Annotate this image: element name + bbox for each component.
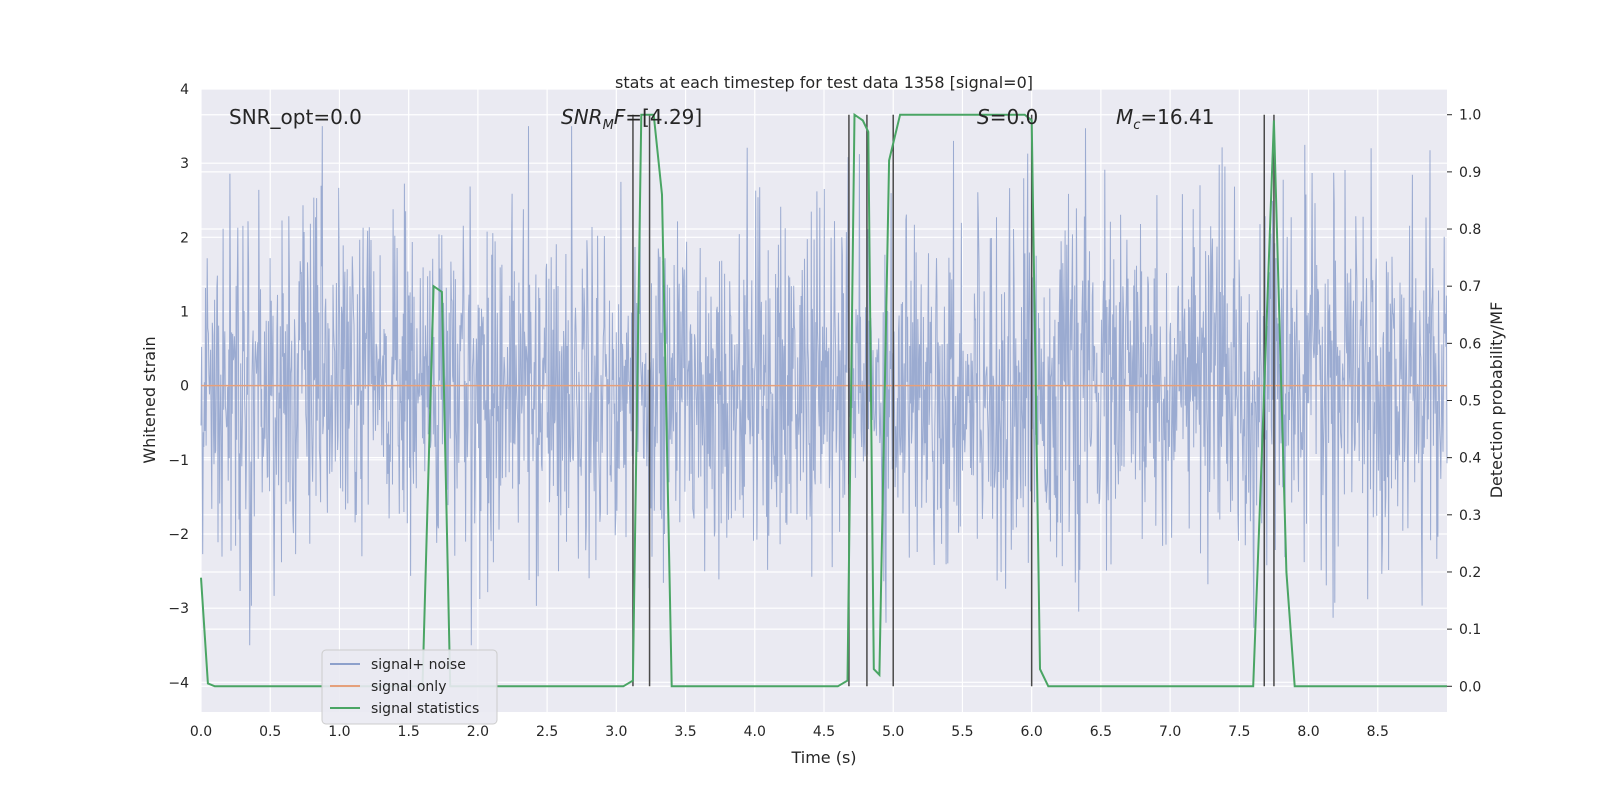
y-tick-label: −1 — [168, 453, 189, 469]
vertical-markers — [632, 114, 1275, 687]
annotation-s-value: =0.0 — [990, 105, 1039, 129]
x-tick-label: 8.0 — [1297, 724, 1319, 740]
x-tick-label: 1.0 — [328, 724, 350, 740]
y2-tick-label: 0.1 — [1459, 622, 1481, 638]
x-tick-label: 6.0 — [1021, 724, 1043, 740]
y2-tick-label: 0.3 — [1459, 508, 1481, 524]
annotation-mc-symbol: M — [1116, 105, 1133, 129]
signal-noise-line — [200, 126, 1448, 646]
annotation-snr-mf-symbol-2: F — [614, 105, 626, 129]
x-tick-label: 8.5 — [1367, 724, 1389, 740]
x-tick-label: 4.0 — [744, 724, 766, 740]
y-tick-label: −3 — [168, 601, 189, 617]
x-tick-label: 3.5 — [674, 724, 696, 740]
annotation-mc: Mc=16.41 — [1116, 105, 1214, 133]
annotation-mc-subscript: c — [1133, 118, 1140, 133]
x-tick-label: 0.0 — [190, 724, 212, 740]
legend-label-signal-statistics: signal statistics — [371, 701, 479, 717]
legend: signal+ noise signal only signal statist… — [321, 649, 498, 725]
series-signal-statistics — [200, 112, 1447, 688]
x-tick-label: 0.5 — [259, 724, 281, 740]
legend-label-signal-noise: signal+ noise — [371, 657, 466, 673]
annotation-s-symbol: S — [977, 105, 990, 129]
y2-tick-label: 0.6 — [1459, 336, 1481, 352]
legend-box — [321, 649, 498, 725]
y2-tick-label: 0.9 — [1459, 165, 1481, 181]
y-tick-label: 1 — [180, 305, 189, 321]
x-tick-label: 7.5 — [1228, 724, 1250, 740]
y-tick-label: 0 — [180, 379, 189, 395]
y2-tick-label: 0.7 — [1459, 279, 1481, 295]
y2-tick-label: 0.4 — [1459, 451, 1481, 467]
x-axis-label: Time (s) — [790, 748, 856, 767]
x-tick-label: 3.0 — [605, 724, 627, 740]
tick-labels: 0.0 0.5 1.0 1.5 2.0 2.5 3.0 3.5 4.0 4.5 5.0 5.5 6.0 6… — [168, 82, 1481, 740]
signal-statistics-line — [200, 112, 1447, 688]
y-tick-label: 2 — [180, 230, 189, 246]
y2-tick-label: 0.2 — [1459, 565, 1481, 581]
y-tick-label: −2 — [168, 527, 189, 543]
y2-tick-label: 0.8 — [1459, 222, 1481, 238]
y2-axis-label: Detection probability/MF — [1487, 302, 1506, 499]
chart-title: stats at each timestep for test data 135… — [615, 73, 1033, 92]
x-tick-label: 1.5 — [398, 724, 420, 740]
annotation-snr-mf: SNRMF=[4.29] — [561, 105, 702, 133]
annotation-snr-mf-value: =[4.29] — [625, 105, 702, 129]
y-tick-label: −4 — [168, 675, 189, 691]
x-tick-label: 2.0 — [467, 724, 489, 740]
annotation-snr-mf-subscript: M — [603, 118, 614, 133]
x-tick-label: 5.0 — [882, 724, 904, 740]
x-tick-label: 5.5 — [951, 724, 973, 740]
x-tick-label: 7.0 — [1159, 724, 1181, 740]
y-axis-label: Whitened strain — [140, 336, 159, 463]
y2-tick-label: 1.0 — [1459, 108, 1481, 124]
annotation-snr-opt: SNR_opt=0.0 — [229, 105, 362, 129]
y-tick-label: 3 — [180, 156, 189, 172]
legend-label-signal-only: signal only — [371, 679, 446, 695]
y2-tick-label: 0.5 — [1459, 394, 1481, 410]
x-tick-label: 6.5 — [1090, 724, 1112, 740]
x-tick-label: 4.5 — [813, 724, 835, 740]
x-tick-label: 2.5 — [536, 724, 558, 740]
annotation-mc-value: =16.41 — [1140, 105, 1214, 129]
annotation-s: S=0.0 — [977, 105, 1038, 129]
y-tick-label: 4 — [180, 82, 189, 98]
series-signal-noise — [200, 126, 1448, 646]
annotation-snr-mf-symbol: SNR — [561, 105, 603, 129]
y2-tick-label: 0.0 — [1459, 679, 1481, 695]
